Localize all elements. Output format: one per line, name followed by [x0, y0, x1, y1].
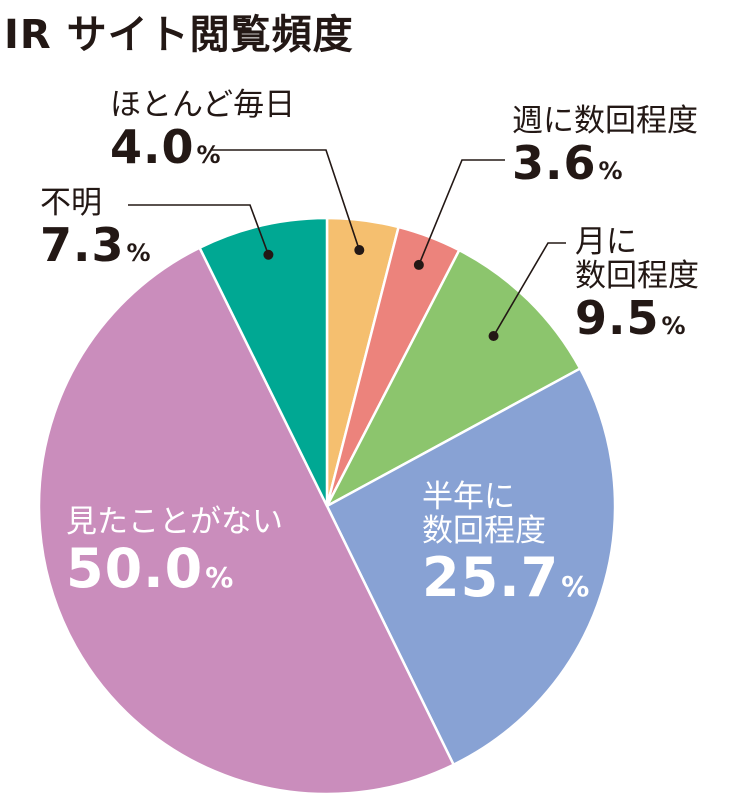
leader-dot-hotondo-mainichi [354, 245, 365, 256]
label-name: 不明 [40, 185, 102, 221]
label-fumei: 不明 7.3% [40, 186, 152, 271]
pie-slice-mita-koto-ga-nai [37, 246, 455, 796]
value-label: 7.3% [40, 218, 152, 273]
value-label: 25.7% [422, 546, 591, 610]
value-label: 3.6% [512, 136, 624, 191]
leader-line-fumei [128, 204, 270, 256]
leader-dot-fumei [263, 249, 274, 260]
leader-dot-shu-ni-suukai [413, 259, 424, 270]
label-name-line2: 数回程度 [422, 513, 546, 550]
leader-line-hotondo-mainichi [212, 149, 361, 251]
pie-slice-tsuki-ni-suukai [325, 248, 582, 508]
value-label: 50.0% [66, 537, 235, 601]
label-tsuki-ni-suukai: 月に 数回程度 9.5% [575, 225, 699, 344]
pie-slice-fumei [198, 216, 329, 508]
label-hantoshi-ni-suukai: 半年に 数回程度 25.7% [422, 480, 590, 608]
label-name-line1: 月に [575, 224, 637, 260]
chart-title: IR サイト閲覧頻度 [4, 12, 354, 58]
leader-line-tsuki-ni-suukai [492, 242, 566, 337]
pie-slice-hantoshi-ni-suukai [325, 367, 617, 766]
leader-line-shu-ni-suukai [418, 159, 505, 266]
label-name-line1: 半年に [422, 479, 515, 515]
label-shu-ni-suukai: 週に数回程度 3.6% [512, 104, 698, 189]
label-name: 見たことがない [66, 504, 283, 540]
label-hotondo-mainichi: ほとんど毎日 4.0% [110, 88, 295, 173]
label-mita-koto-ga-nai: 見たことがない 50.0% [66, 505, 283, 598]
value-label: 9.5% [575, 291, 687, 346]
value-label: 4.0% [110, 120, 222, 175]
leader-dot-tsuki-ni-suukai [488, 331, 499, 342]
label-name: ほとんど毎日 [110, 87, 296, 123]
label-name-line2: 数回程度 [575, 258, 699, 295]
label-name: 週に数回程度 [512, 103, 698, 139]
